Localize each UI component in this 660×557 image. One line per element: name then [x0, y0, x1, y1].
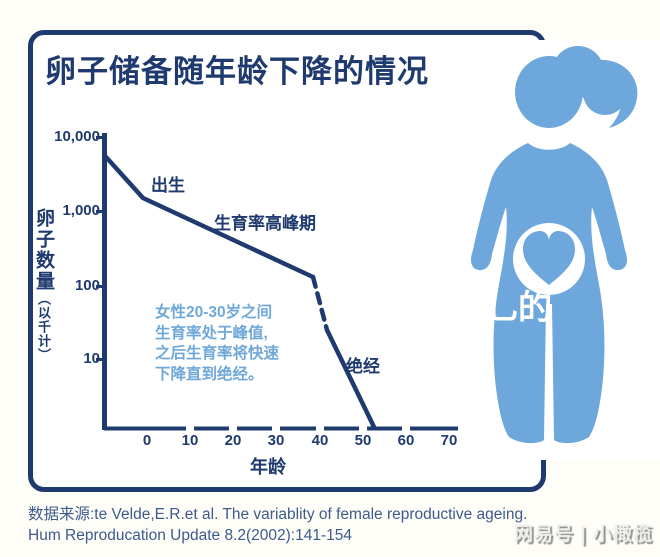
x-tick-60: 60: [397, 432, 415, 449]
annotation-birth: 出生: [151, 176, 185, 195]
fertility-note-line-4: 下降直到绝经。: [155, 365, 264, 383]
fertility-note-line-1: 女性20-30岁之间: [155, 304, 273, 321]
egg-count-curve-solid-upper: [103, 154, 316, 280]
page-title: 卵子储备随年龄下降的情况: [45, 54, 429, 89]
x-tick-70: 70: [440, 432, 458, 449]
x-tick-0: 0: [142, 432, 152, 449]
x-tick-10: 10: [181, 432, 199, 449]
heart-icon: [523, 231, 575, 285]
x-tick-40: 40: [311, 432, 329, 449]
pregnant-woman-figure: [453, 40, 660, 460]
y-axis-title-sub: （以千计）: [36, 292, 51, 362]
source-line-2: Hum Reproducation Update 8.2(2002):141-1…: [28, 527, 352, 544]
annotation-menopause: 绝经: [346, 357, 380, 376]
data-source-citation: 数据来源:te Velde,E.R.et al. The variablity …: [28, 504, 528, 546]
x-tick-20: 20: [224, 432, 242, 449]
publisher-watermark: 网易号 | 小橄榄: [514, 524, 653, 545]
source-line-1: 数据来源:te Velde,E.R.et al. The variablity …: [28, 506, 528, 523]
y-tick-marks: [96, 136, 104, 361]
y-tick-100: 100: [74, 277, 100, 294]
fertility-note: 女性20-30岁之间 生育率处于峰值, 之后生育率将快速 下降直到绝经。: [155, 303, 279, 385]
y-tick-1000: 1,000: [62, 202, 100, 219]
egg-reserve-line-chart: [96, 133, 458, 431]
y-axis-title: 卵子数量（以千计）: [33, 208, 54, 388]
fertility-note-line-3: 之后生育率将快速: [155, 345, 280, 362]
annotation-fertility-peak: 生育率高峰期: [214, 214, 316, 233]
x-axis-title: 年龄: [250, 457, 286, 477]
y-tick-10: 10: [83, 350, 100, 367]
x-tick-50: 50: [354, 432, 372, 449]
egg-count-curve-solid-lower: [324, 327, 377, 430]
fertility-note-line-2: 生育率处于峰值,: [155, 324, 268, 342]
white-overlay-watermark-text: 乚的: [486, 289, 552, 327]
y-axis-title-main: 卵子数量: [33, 208, 54, 292]
y-tick-10000: 10,000: [54, 128, 100, 145]
x-tick-30: 30: [267, 432, 285, 449]
egg-count-curve-dashed: [310, 274, 330, 333]
